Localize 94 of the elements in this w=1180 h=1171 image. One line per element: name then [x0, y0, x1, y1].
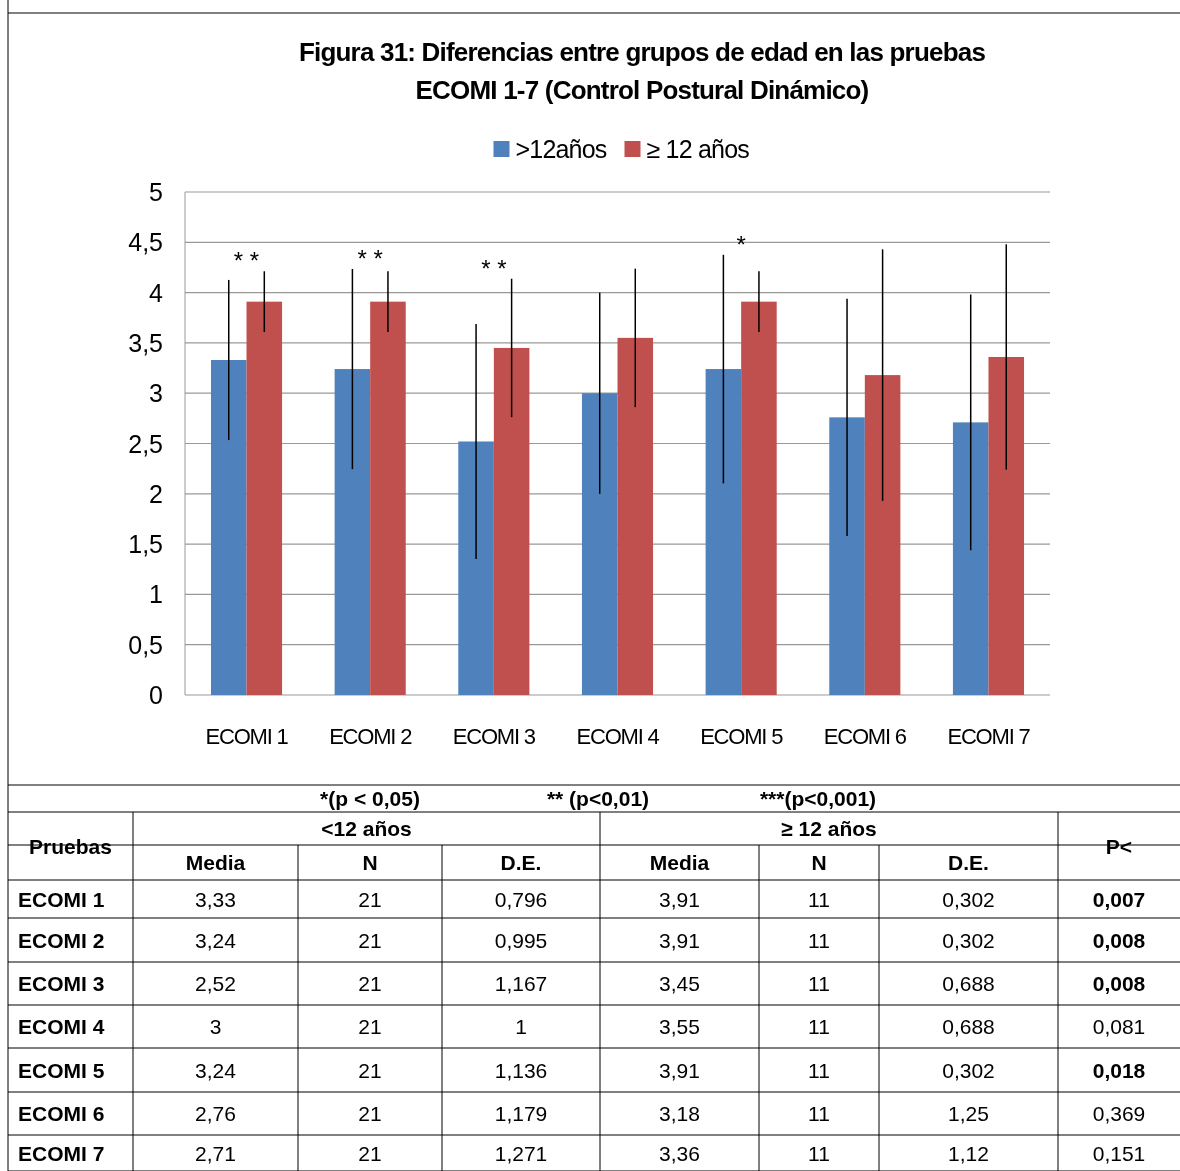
- text: 1,136: [494, 1058, 548, 1082]
- y-tick-label: 2: [149, 479, 163, 508]
- text: 11: [808, 1102, 830, 1125]
- text: 0,008: [1092, 972, 1146, 995]
- y-tick-label: 0,5: [128, 630, 163, 659]
- text: 0,007: [1092, 887, 1146, 911]
- y-tick-label: 1: [149, 580, 163, 609]
- text: <12 años: [321, 817, 412, 840]
- text: 0,796: [494, 887, 548, 911]
- text: 3,24: [195, 1058, 237, 1082]
- text: 21: [358, 928, 382, 952]
- y-tick-label: 2,5: [128, 429, 163, 458]
- y-tick-label: 4: [149, 278, 164, 307]
- text: 0,688: [942, 1015, 995, 1038]
- category-label: ECOMI 6: [18, 1102, 105, 1125]
- text: 1,271: [494, 1141, 548, 1165]
- y-tick-label: 3,5: [128, 328, 163, 357]
- text: 11: [808, 1015, 830, 1038]
- category-label: ECOMI 4: [18, 1015, 105, 1038]
- text: 11: [808, 928, 830, 952]
- text: ** (p<0,01): [546, 787, 650, 810]
- category-label: ECOMI 2: [18, 928, 105, 952]
- y-tick-label: 3: [149, 379, 163, 408]
- x-tick-label: ECOMI 1: [205, 723, 289, 749]
- text: 1,167: [494, 972, 548, 995]
- x-tick-label: ECOMI 3: [452, 723, 536, 749]
- text: 21: [358, 1102, 382, 1125]
- text: ***(p<0,001): [759, 787, 877, 810]
- text: 3,18: [659, 1102, 700, 1125]
- text: 0,151: [1092, 1141, 1146, 1165]
- text: P<: [1105, 834, 1133, 858]
- text: 0,081: [1092, 1015, 1146, 1038]
- text: 21: [358, 1015, 382, 1038]
- text: 21: [358, 887, 382, 911]
- y-tick-label: 5: [149, 178, 163, 206]
- category-label: ECOMI 7: [18, 1141, 105, 1165]
- text: 0,302: [942, 928, 995, 952]
- text: 3,45: [659, 972, 700, 995]
- text: 21: [358, 1141, 382, 1165]
- category-label: ECOMI 5: [18, 1058, 105, 1082]
- x-tick-label: ECOMI 2: [329, 723, 413, 749]
- text: 2,76: [195, 1102, 236, 1125]
- x-tick-label: ECOMI 7: [947, 723, 1031, 749]
- text: 1: [515, 1015, 527, 1038]
- annotation: * *: [233, 247, 260, 275]
- chart-title: Figura 31: Diferencias entre grupos de edad en las pruebas ECOMI 1-7 (Control Postural Dinámico): [298, 37, 986, 105]
- legend-label: ≥ 12 años: [646, 135, 750, 163]
- y-tick-label: 4,5: [128, 228, 163, 257]
- y-tick-label: 0: [149, 681, 163, 709]
- text: 11: [808, 887, 830, 911]
- text: 0,688: [942, 972, 995, 995]
- text: 21: [358, 972, 382, 995]
- text: 1,179: [494, 1102, 548, 1125]
- annotation: * *: [357, 244, 383, 272]
- x-tick-label: ECOMI 5: [700, 723, 784, 749]
- text: 3,91: [659, 928, 700, 952]
- annotation: * *: [481, 254, 507, 282]
- text: Media: [649, 851, 710, 874]
- text: Media: [185, 851, 246, 874]
- text: *(p < 0,05): [320, 787, 420, 810]
- text: 1,25: [948, 1102, 989, 1125]
- text: N: [362, 851, 378, 874]
- text: 0,369: [1092, 1102, 1146, 1125]
- category-label: ECOMI 1: [18, 887, 105, 911]
- text: 11: [808, 972, 830, 995]
- text: 3,91: [659, 887, 700, 911]
- text: 3,33: [195, 887, 236, 911]
- y-tick-label: 1,5: [128, 530, 163, 559]
- text: 0,302: [942, 887, 995, 911]
- text: 3,24: [195, 928, 237, 952]
- text: 2,71: [195, 1141, 236, 1165]
- text: 1,12: [948, 1141, 989, 1165]
- text: 0,008: [1092, 928, 1146, 952]
- text: 3,91: [659, 1058, 700, 1082]
- text: ≥ 12 años: [781, 817, 877, 840]
- text: 21: [358, 1058, 382, 1082]
- x-tick-label: ECOMI 6: [823, 723, 907, 749]
- text: D.E.: [948, 851, 989, 874]
- x-tick-label: ECOMI 4: [576, 723, 660, 749]
- text: D.E.: [500, 851, 542, 874]
- text: 0,995: [494, 928, 548, 952]
- legend-label: >12años: [515, 135, 607, 163]
- category-label: ECOMI 3: [18, 972, 105, 995]
- text: 0,302: [942, 1058, 995, 1082]
- text: 2,52: [195, 972, 236, 995]
- text: 3,36: [659, 1141, 700, 1165]
- text: 11: [808, 1141, 830, 1165]
- text: 11: [808, 1058, 830, 1082]
- annotation: *: [736, 230, 746, 258]
- text: Pruebas: [29, 834, 112, 858]
- text: 3: [209, 1015, 222, 1038]
- text: 3,55: [659, 1015, 700, 1038]
- text: N: [811, 851, 827, 874]
- text: 0,018: [1092, 1058, 1146, 1082]
